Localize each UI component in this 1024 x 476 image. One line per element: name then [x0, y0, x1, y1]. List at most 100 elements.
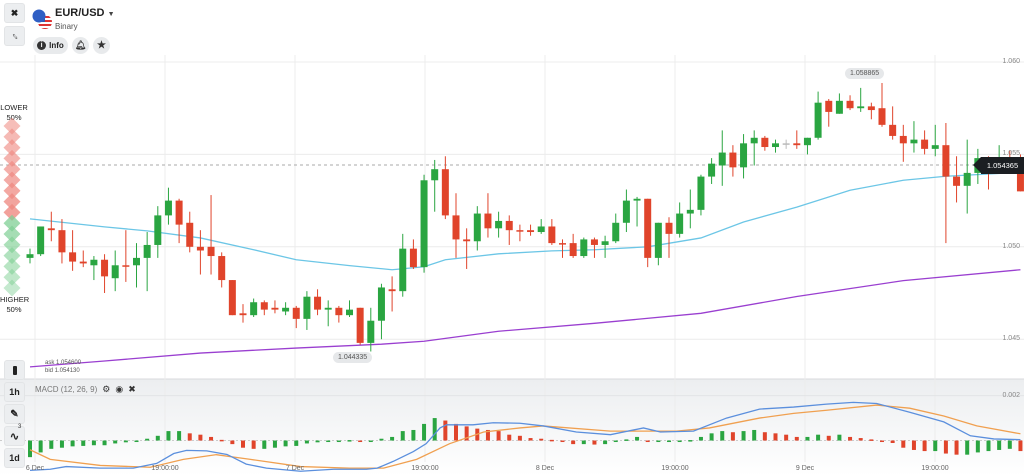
higher-diamond: [3, 268, 21, 286]
candle-body: [431, 169, 439, 181]
macd-histogram-bar: [336, 440, 341, 443]
candle-body: [143, 244, 151, 258]
candle: [580, 237, 588, 258]
candle: [69, 230, 77, 271]
macd-histogram-bar: [933, 440, 938, 452]
candle: [186, 211, 194, 253]
macd-histogram-bar: [390, 436, 395, 441]
candle: [537, 219, 545, 234]
macd-histogram-bar: [81, 440, 86, 446]
macd-histogram-bar: [975, 440, 980, 453]
macd-histogram-bar: [954, 440, 959, 455]
alerts-button[interactable]: 🔔︎: [72, 37, 89, 54]
bell-icon: 🔔︎: [74, 40, 87, 50]
candle-body: [228, 280, 236, 316]
lower-diamond: [3, 149, 21, 167]
chart-type-button[interactable]: [5, 361, 24, 379]
macd-histogram-bar: [496, 431, 501, 441]
candle-body: [686, 209, 694, 214]
candle: [260, 300, 268, 316]
candle-body: [548, 226, 556, 244]
candle-body: [772, 143, 779, 148]
macd-histogram-bar: [123, 440, 128, 443]
candle-body: [590, 239, 598, 245]
indicators-button[interactable]: ∿: [5, 427, 24, 445]
sentiment-bar: [3, 118, 21, 296]
candle-body: [1016, 161, 1024, 192]
info-button[interactable]: i Info: [33, 37, 68, 54]
candle: [228, 280, 236, 316]
current-price-tag: 1.054365: [973, 157, 1024, 174]
higher-sentiment: HIGHER 50%: [0, 295, 30, 314]
macd-histogram-bar: [230, 440, 235, 445]
macd-histogram-bar: [869, 439, 874, 441]
candle: [26, 248, 34, 264]
moving-average-slow: [29, 269, 1021, 368]
period-button[interactable]: 1d: [5, 449, 24, 467]
candle: [803, 137, 811, 155]
macd-histogram-bar: [91, 440, 96, 446]
favorite-button[interactable]: ★: [93, 37, 110, 54]
macd-histogram-bar: [730, 432, 735, 441]
macd-histogram-bar: [741, 431, 746, 441]
eye-icon[interactable]: ◉: [115, 384, 124, 394]
candle-body: [239, 313, 247, 316]
macd-histogram-bar: [762, 432, 767, 441]
candle: [431, 159, 439, 212]
y-tick-label: 1.055: [1002, 150, 1020, 158]
macd-histogram-bar: [326, 440, 331, 443]
macd-histogram-bar: [443, 420, 448, 441]
candle-body: [250, 302, 258, 316]
compress-button[interactable]: ⇔: [5, 27, 24, 45]
macd-histogram-bar: [752, 429, 757, 441]
candle-body: [58, 230, 66, 253]
timeframe-button[interactable]: 1h: [5, 383, 24, 401]
candle-body: [910, 139, 918, 144]
candle-body: [835, 100, 843, 114]
gear-icon[interactable]: ⚙: [102, 384, 111, 394]
compress-icon: ⇔: [7, 28, 22, 44]
macd-histogram-bar: [262, 440, 267, 449]
x-tick-label: 19:00:00: [661, 465, 689, 472]
asset-name[interactable]: EUR/USD ▼: [55, 7, 115, 19]
candle: [772, 139, 779, 153]
candle: [495, 211, 503, 238]
candle-body: [26, 254, 34, 258]
candle: [601, 235, 609, 258]
candle: [654, 222, 662, 266]
star-icon: ★: [97, 40, 106, 51]
lower-diamond: [3, 139, 21, 157]
macd-histogram-bar: [155, 435, 160, 441]
candle: [292, 305, 300, 329]
macd-histogram-bar: [528, 438, 533, 441]
candle: [250, 298, 258, 318]
macd-histogram-bar: [358, 440, 363, 443]
candle-body: [154, 215, 162, 245]
candle-body: [537, 226, 545, 233]
candle-body: [708, 163, 716, 177]
lower-diamond: [3, 203, 21, 221]
info-icon: i: [37, 41, 47, 50]
macd-histogram-bar: [656, 440, 661, 443]
candle: [79, 250, 87, 268]
candle-body: [846, 100, 854, 109]
candle: [441, 156, 449, 220]
macd-histogram-bar: [624, 439, 629, 441]
candle: [175, 198, 183, 244]
close-icon[interactable]: ✖: [128, 384, 136, 394]
candle: [718, 130, 726, 186]
candle: [388, 276, 396, 312]
macd-histogram-bar: [688, 440, 693, 442]
candle: [527, 224, 535, 236]
drawing-tools-button[interactable]: ✎: [5, 405, 24, 423]
close-chart-button[interactable]: ✖: [5, 4, 24, 22]
macd-histogram-bar: [368, 440, 373, 443]
candle-body: [569, 243, 577, 257]
candle-body: [399, 248, 407, 292]
candle-body: [388, 289, 396, 292]
candle-body: [527, 230, 535, 233]
candle-body: [292, 307, 300, 319]
candle-body: [175, 200, 183, 225]
quote-info: ask 1.054600 bid 1.054130: [45, 359, 81, 375]
